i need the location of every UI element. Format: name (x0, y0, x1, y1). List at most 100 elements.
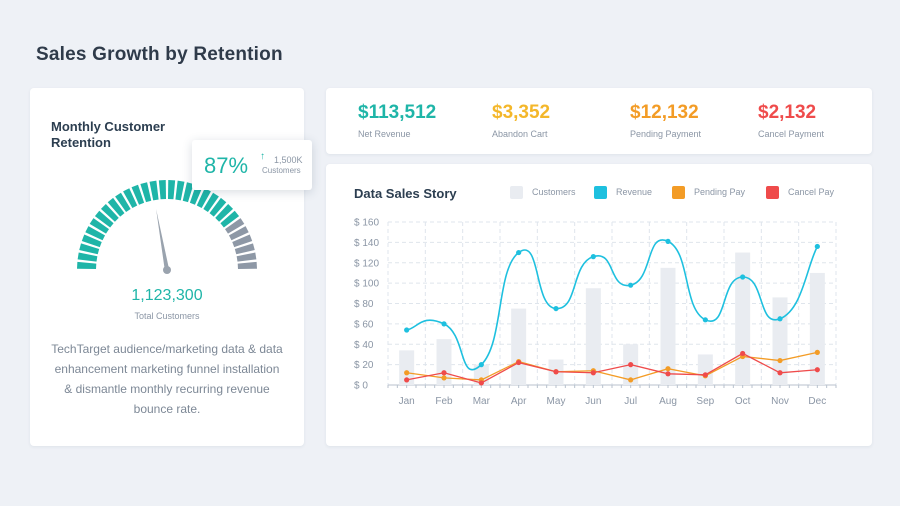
bar-customers (735, 252, 751, 385)
x-tick-label: Jan (399, 396, 415, 407)
chart-title: Data Sales Story (354, 186, 457, 201)
gauge-needle (156, 208, 170, 271)
x-tick-label: Feb (435, 396, 453, 407)
point-pending-pay (665, 366, 671, 372)
legend-swatch-pending (672, 185, 685, 199)
gauge-segment (237, 261, 257, 270)
point-cancel-pay (777, 370, 783, 376)
gauge-segment (234, 243, 255, 255)
line-cancel-pay (406, 352, 818, 384)
arrow-up-icon: ↑ (260, 151, 265, 162)
y-tick-label: $ 160 (354, 218, 379, 229)
gauge-segment (94, 210, 114, 228)
sales-chart: $ 0 $ 20 $ 40 $ 60 $ 80 $ 100 $ 120 $ 140 $ 160 J… (354, 218, 837, 407)
point-cancel-pay (553, 369, 559, 375)
kpi-label: Net Revenue (358, 129, 411, 139)
kpi-value: $2,132 (758, 102, 817, 123)
gauge-segment (158, 180, 167, 200)
gauge-needle-hub (163, 266, 171, 274)
retention-tooltip: 87% ↑ 1,500K Customers (192, 140, 312, 190)
point-pending-pay (404, 370, 410, 376)
legend-label: Customers (532, 187, 576, 197)
x-tick-label: Dec (808, 396, 826, 407)
point-revenue (441, 321, 447, 327)
legend-label: Pending Pay (694, 187, 746, 197)
chart-card: $ 0 $ 20 $ 40 $ 60 $ 80 $ 100 $ 120 $ 140 $ 160 J… (326, 164, 872, 446)
tooltip-customers-count: 1,500K (274, 155, 303, 165)
point-revenue (404, 327, 410, 333)
y-tick-label: $ 120 (354, 258, 379, 269)
kpi-label: Cancel Payment (758, 129, 825, 139)
gauge-segment (107, 197, 125, 217)
x-tick-label: Nov (771, 396, 789, 407)
point-revenue (814, 243, 820, 250)
x-tick-label: Oct (735, 396, 751, 407)
gauge-segment (167, 180, 176, 200)
point-pending-pay (441, 375, 447, 381)
gauge-segment (232, 234, 253, 248)
point-revenue (740, 274, 746, 280)
kpi-cancel-payment: $2,132 Cancel Payment (758, 102, 824, 139)
point-cancel-pay (478, 380, 484, 386)
retention-title: Monthly Customer Retention (51, 119, 166, 150)
gauge-segment (220, 210, 240, 228)
x-tick-label: Jul (624, 396, 637, 407)
gauge-segment (85, 226, 106, 241)
point-revenue (478, 362, 484, 368)
legend-label: Cancel Pay (788, 187, 835, 197)
gauge-segment (209, 197, 227, 217)
kpi-value: $3,352 (492, 102, 551, 123)
gauge-segment (236, 252, 257, 262)
gauge-segment (140, 182, 152, 203)
point-pending-pay (814, 349, 820, 355)
gauge-segment (79, 243, 100, 255)
point-cancel-pay (628, 362, 634, 368)
x-tick-label: Aug (659, 396, 677, 407)
point-cancel-pay (665, 371, 671, 377)
kpi-label: Pending Payment (630, 129, 702, 139)
point-revenue (628, 282, 634, 288)
kpi-net-revenue: $113,512 Net Revenue (358, 102, 436, 139)
bar-customers (809, 272, 825, 385)
legend-revenue[interactable]: Revenue (594, 185, 652, 199)
gauge-segment (182, 182, 194, 203)
point-revenue (702, 317, 708, 323)
point-revenue (777, 316, 783, 322)
total-customers-value: 1,123,300 (131, 287, 203, 304)
y-tick-label: $ 60 (354, 319, 374, 330)
legend-pending-pay[interactable]: Pending Pay (672, 185, 745, 199)
gauge-segment (203, 192, 219, 212)
point-cancel-pay (516, 359, 522, 366)
gauge-segment (77, 261, 97, 270)
point-revenue (590, 254, 596, 260)
bar-customers (697, 354, 713, 385)
bar-customers (660, 267, 676, 385)
page-title: Sales Growth by Retention (36, 44, 283, 65)
gauge-segment (100, 203, 119, 222)
gauge-segment (228, 226, 249, 241)
point-revenue (665, 238, 671, 244)
gauge-segment (196, 188, 211, 209)
point-cancel-pay (740, 350, 746, 357)
legend-swatch-revenue (594, 185, 607, 199)
kpi-abandon-cart: $3,352 Abandon Cart (492, 102, 550, 139)
x-tick-label: Jun (585, 396, 601, 407)
legend-cancel-pay[interactable]: Cancel Pay (766, 185, 834, 199)
y-tick-label: $ 20 (354, 360, 374, 371)
point-revenue (553, 305, 559, 312)
legend-customers[interactable]: Customers (510, 185, 576, 199)
gauge-segment (77, 252, 98, 262)
kpi-value: $113,512 (358, 102, 437, 123)
retention-gauge (77, 180, 257, 274)
legend-swatch-cancel (766, 185, 779, 199)
point-cancel-pay (702, 372, 708, 378)
gauge-segment (131, 184, 145, 205)
legend-swatch-customers (510, 185, 523, 199)
gauge-segment (115, 192, 131, 212)
x-tick-label: Mar (473, 396, 491, 407)
retention-description: TechTarget audience/marketing data & dat… (51, 342, 283, 416)
y-tick-label: $ 140 (354, 238, 379, 249)
gauge-segment (123, 188, 138, 209)
x-tick-label: Sep (696, 396, 714, 407)
point-cancel-pay (441, 370, 447, 376)
